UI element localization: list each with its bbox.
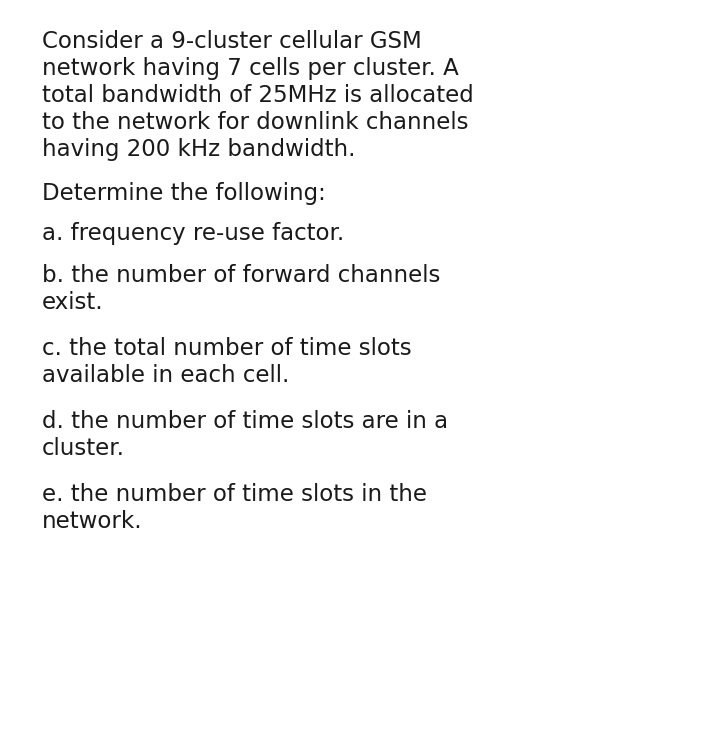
Text: d. the number of time slots are in a: d. the number of time slots are in a	[42, 410, 448, 433]
Text: having 200 kHz bandwidth.: having 200 kHz bandwidth.	[42, 138, 356, 161]
Text: b. the number of forward channels: b. the number of forward channels	[42, 264, 441, 287]
Text: Consider a 9-cluster cellular GSM: Consider a 9-cluster cellular GSM	[42, 30, 422, 53]
Text: exist.: exist.	[42, 291, 104, 314]
Text: available in each cell.: available in each cell.	[42, 364, 289, 387]
Text: network.: network.	[42, 510, 143, 533]
Text: a. frequency re-use factor.: a. frequency re-use factor.	[42, 222, 344, 245]
Text: network having 7 cells per cluster. A: network having 7 cells per cluster. A	[42, 57, 459, 80]
Text: total bandwidth of 25MHz is allocated: total bandwidth of 25MHz is allocated	[42, 84, 474, 107]
Text: e. the number of time slots in the: e. the number of time slots in the	[42, 483, 427, 506]
Text: to the network for downlink channels: to the network for downlink channels	[42, 111, 469, 134]
Text: c. the total number of time slots: c. the total number of time slots	[42, 337, 412, 360]
Text: Determine the following:: Determine the following:	[42, 182, 325, 205]
Text: cluster.: cluster.	[42, 437, 125, 460]
